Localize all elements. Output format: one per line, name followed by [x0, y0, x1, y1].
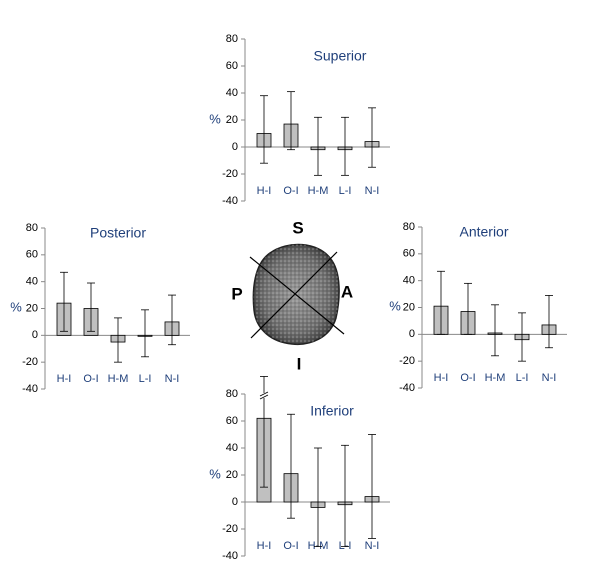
y-tick-label: -20 [399, 355, 415, 367]
y-tick-label: 60 [226, 415, 238, 427]
chart-title: Inferior [310, 403, 354, 419]
bar-chart: -40 -20 0 20 40 60 80 Anterior% H-I O-I H-M L-I N-I [389, 221, 567, 394]
chart-title: Superior [314, 48, 367, 64]
chart-title: Anterior [459, 224, 508, 240]
y-tick-label: 40 [226, 442, 238, 454]
axis-break-gap [260, 393, 268, 398]
y-tick-label: 0 [232, 496, 238, 508]
y-tick-label: 20 [26, 302, 38, 314]
y-tick-label: 0 [232, 141, 238, 153]
x-tick-label: H-M [485, 372, 506, 384]
x-tick-label: N-I [365, 185, 380, 197]
x-tick-label: N-I [365, 540, 380, 552]
y-tick-label: 60 [26, 249, 38, 261]
bar-chart: -40 -20 0 20 40 60 80 Posterior% H-I O-I H-M L-I N-I [10, 222, 190, 395]
y-tick-label: 80 [226, 388, 238, 400]
x-tick-label: O-I [283, 185, 298, 197]
y-axis-label: % [209, 111, 221, 126]
x-tick-label: N-I [542, 372, 557, 384]
x-tick-label: N-I [165, 373, 180, 385]
y-tick-label: -20 [222, 523, 238, 535]
orientation-label: P [231, 284, 242, 303]
y-tick-label: 20 [226, 469, 238, 481]
x-tick-label: H-I [257, 540, 272, 552]
x-tick-label: O-I [460, 372, 475, 384]
axis-break [259, 391, 269, 397]
specimen: S P A I [231, 218, 353, 373]
x-tick-label: H-I [257, 185, 272, 197]
y-axis-label: % [209, 466, 221, 481]
x-tick-label: H-I [57, 373, 72, 385]
y-tick-label: 40 [226, 87, 238, 99]
orientation-label: A [341, 282, 353, 301]
x-tick-label: L-I [339, 185, 352, 197]
y-tick-label: -40 [399, 382, 415, 394]
y-tick-label: -20 [222, 168, 238, 180]
x-tick-label: H-M [308, 185, 329, 197]
y-axis-label: % [10, 299, 22, 314]
y-tick-label: 80 [226, 33, 238, 45]
x-tick-label: L-I [139, 373, 152, 385]
y-tick-label: 0 [409, 328, 415, 340]
x-tick-label: L-I [516, 372, 529, 384]
x-tick-label: H-M [108, 373, 129, 385]
y-tick-label: -40 [22, 383, 38, 395]
orientation-label: I [297, 354, 302, 373]
y-tick-label: -40 [222, 195, 238, 207]
y-tick-label: 40 [403, 275, 415, 287]
chart-title: Posterior [90, 225, 146, 241]
y-tick-label: 80 [403, 221, 415, 233]
x-tick-label: O-I [83, 373, 98, 385]
y-tick-label: 20 [403, 301, 415, 313]
y-tick-label: 60 [403, 248, 415, 260]
y-tick-label: 60 [226, 60, 238, 72]
section-line [249, 256, 345, 335]
axis-break [259, 394, 269, 400]
y-axis-label: % [389, 298, 401, 313]
y-tick-label: 40 [26, 276, 38, 288]
x-tick-label: O-I [283, 540, 298, 552]
y-tick-label: -20 [22, 356, 38, 368]
y-tick-label: -40 [222, 550, 238, 562]
section-line [250, 251, 338, 339]
x-tick-label: H-I [434, 372, 449, 384]
orientation-label: S [292, 218, 303, 237]
y-tick-label: 80 [26, 222, 38, 234]
y-tick-label: 0 [32, 329, 38, 341]
bar-chart: -40 -20 0 20 40 60 80 Superior% H-I O-I H-M L-I N-I [209, 33, 390, 207]
y-tick-label: 20 [226, 114, 238, 126]
